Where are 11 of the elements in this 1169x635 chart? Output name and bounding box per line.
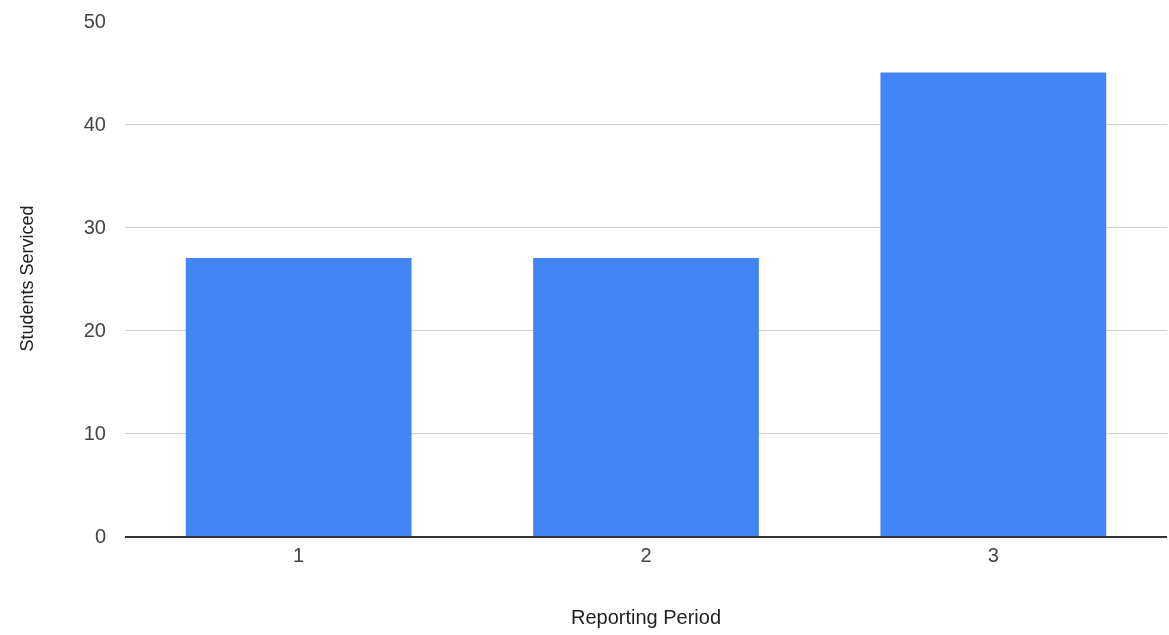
y-tick-label: 20 [83, 319, 106, 341]
y-tick-label: 40 [83, 113, 106, 135]
y-tick-label: 10 [83, 422, 106, 444]
y-tick-label: 50 [83, 10, 106, 32]
y-axis-title: Students Serviced [16, 205, 37, 352]
x-tick-label: 1 [293, 543, 305, 566]
x-tick-label: 2 [640, 543, 652, 566]
y-tick-label: 30 [83, 216, 106, 238]
x-tick-label: 3 [987, 543, 999, 566]
x-axis-title: Reporting Period [570, 605, 722, 628]
y-tick-label: 0 [94, 525, 106, 547]
